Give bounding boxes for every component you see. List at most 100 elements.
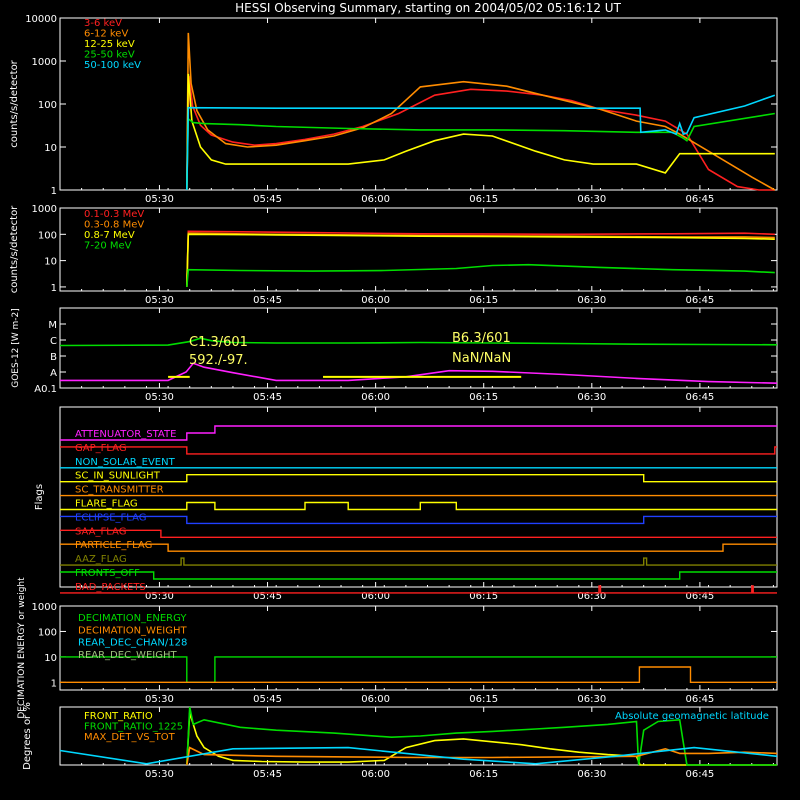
x-tick-label: 06:00 (361, 591, 390, 602)
x-tick-label: 05:30 (145, 392, 174, 403)
flag-label: SC_TRANSMITTER (75, 485, 164, 496)
panel-low-energy: 05:30 05:45 06:00 06:15 06:30 06:45 1 10 100 1000… (9, 14, 778, 205)
y-tick-label: 100 (38, 100, 57, 111)
legend-entry: 0.1-0.3 MeV (84, 209, 144, 220)
y-tick-label: 1000 (32, 204, 57, 215)
x-tick-label: 06:00 (361, 694, 390, 705)
flag-label: SAA_FLAG (75, 526, 126, 537)
y-tick-label: 1 (51, 678, 57, 689)
y-tick-label: 1000 (32, 57, 57, 68)
legend-entry: REAR_DEC_WEIGHT (78, 650, 177, 661)
panel-frame (59, 406, 778, 588)
flag-trace (60, 585, 777, 594)
flag-trace (60, 557, 777, 566)
x-tick-label: 06:45 (685, 591, 714, 602)
x-tick-label: 05:45 (253, 694, 282, 705)
legend-entry: REAR_DEC_CHAN/128 (78, 638, 187, 649)
y-axis-label: DECIMATION ENERGY or weight (17, 577, 27, 719)
x-tick-label: 05:30 (145, 295, 174, 306)
chart-title: HESSI Observing Summary, starting on 200… (235, 1, 621, 15)
flag-label: FRONTS_OFF (75, 568, 140, 579)
y-axis-label: counts/s/detector (9, 205, 20, 293)
flag-trace (60, 543, 777, 552)
x-tick-label: 06:00 (361, 295, 390, 306)
flag-trace (60, 501, 777, 511)
flag-trace (60, 529, 777, 538)
x-tick-label: 06:00 (361, 392, 390, 403)
y-tick-label: 10 (44, 143, 57, 154)
geomagnetic-annotation: Absolute geomagnetic latitude (615, 711, 769, 722)
series-line (186, 712, 777, 766)
x-tick-label: 06:45 (685, 194, 714, 205)
x-tick-label: 06:30 (577, 591, 606, 602)
panel-frame (59, 307, 778, 389)
series-line (186, 232, 775, 287)
series-line (186, 75, 775, 191)
legend-entry: 0.3-0.8 MeV (84, 220, 144, 231)
x-tick-label: 06:15 (469, 392, 498, 403)
x-tick-label: 06:45 (685, 392, 714, 403)
series-line (59, 746, 778, 765)
flag-label: NON_SOLAR_EVENT (75, 457, 176, 468)
legend-entry: FRONT_RATIO_1225 (84, 722, 183, 733)
series-line (186, 112, 775, 191)
x-tick-label: 06:45 (685, 769, 714, 780)
x-tick-label: 05:45 (253, 194, 282, 205)
flag-trace (60, 446, 777, 455)
goes-level-label: M (48, 320, 57, 331)
flag-trace (60, 515, 777, 525)
series-line (186, 233, 775, 287)
panel-high-energy: 05:30 05:45 06:00 06:15 06:30 06:45 1 10 100 1000… (9, 204, 778, 306)
goes-level-label: B (50, 352, 57, 363)
x-tick-label: 06:30 (577, 769, 606, 780)
panel-frame (59, 706, 778, 766)
legend-entry: 3-6 keV (84, 18, 122, 29)
goes-annotation: NaN/NaN (452, 351, 511, 366)
series-line (60, 666, 777, 683)
goes-annotation: 592./-97. (189, 353, 248, 368)
flag-trace (60, 571, 777, 580)
x-tick-label: 05:45 (253, 392, 282, 403)
panel-frame (59, 605, 778, 691)
flag-trace (60, 474, 777, 483)
flag-label: PARTICLE_FLAG (75, 540, 152, 551)
series-line (186, 230, 775, 287)
legend-entry: 6-12 keV (84, 29, 128, 40)
x-tick-label: 06:15 (469, 295, 498, 306)
y-tick-label: 1000 (32, 602, 57, 613)
x-tick-label: 06:30 (577, 392, 606, 403)
flag-trace (60, 425, 777, 441)
x-tick-label: 06:30 (577, 694, 606, 705)
y-axis-label: GOES-12 [W m-2] (11, 308, 21, 388)
y-tick-label: 100 (38, 627, 57, 638)
x-tick-label: 06:45 (685, 295, 714, 306)
series-line (186, 94, 776, 191)
x-tick-label: 06:15 (469, 769, 498, 780)
y-axis-label: Flags (34, 484, 45, 510)
goes-level-label: A0.1 (34, 384, 57, 395)
legend-entry: FRONT_RATIO (84, 711, 153, 722)
goes-level-label: C (50, 336, 57, 347)
y-tick-label: 10 (44, 653, 57, 664)
x-tick-label: 05:30 (145, 591, 174, 602)
series-line (186, 706, 777, 766)
series-line (186, 32, 776, 191)
legend-entry: 25-50 keV (84, 50, 135, 61)
series-line (186, 73, 775, 191)
goes-annotation: B6.3/601 (452, 331, 511, 346)
x-tick-label: 06:30 (577, 295, 606, 306)
x-tick-label: 05:45 (253, 591, 282, 602)
x-tick-label: 06:15 (469, 591, 498, 602)
series-line (59, 337, 778, 347)
x-tick-label: 05:30 (145, 769, 174, 780)
panel-ratios: 05:30 05:45 06:00 06:15 06:30 06:45 Degrees or… (22, 702, 778, 780)
legend-entry: 50-100 keV (84, 60, 141, 71)
y-tick-label: 1 (51, 283, 57, 294)
panel-flags: 05:30 05:45 06:00 06:15 06:30 06:45 Flags ATTEN… (34, 406, 778, 602)
panel-frame (59, 207, 778, 292)
y-tick-label: 10 (44, 257, 57, 268)
flag-label: SC_IN_SUNLIGHT (75, 471, 161, 482)
x-tick-label: 06:00 (361, 769, 390, 780)
